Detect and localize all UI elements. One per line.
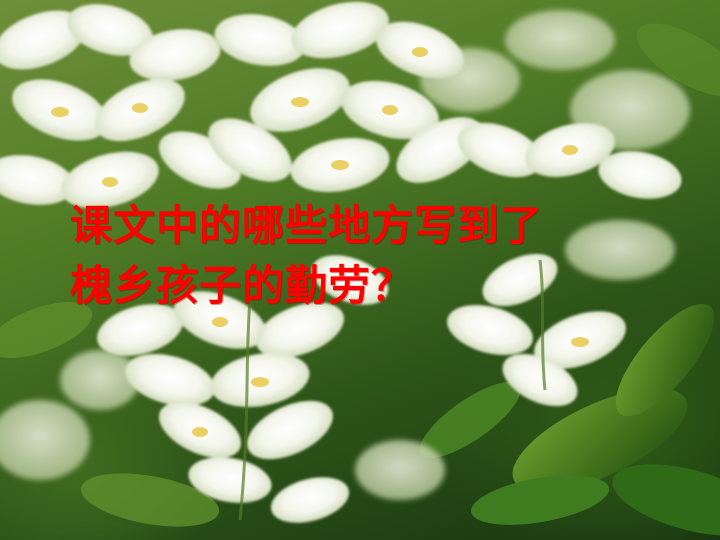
slide-title: 课文中的哪些地方写到了 槐乡孩子的勤劳？ bbox=[70, 196, 690, 316]
blossom-cluster-top-left bbox=[0, 4, 242, 209]
title-line-1: 课文中的哪些地方写到了 bbox=[70, 201, 544, 250]
stems bbox=[238, 259, 547, 521]
leaves bbox=[0, 23, 720, 536]
flower-centers bbox=[51, 47, 589, 437]
blurred-blossoms bbox=[0, 10, 690, 500]
title-line-2: 槐乡孩子的勤劳？ bbox=[70, 261, 415, 310]
